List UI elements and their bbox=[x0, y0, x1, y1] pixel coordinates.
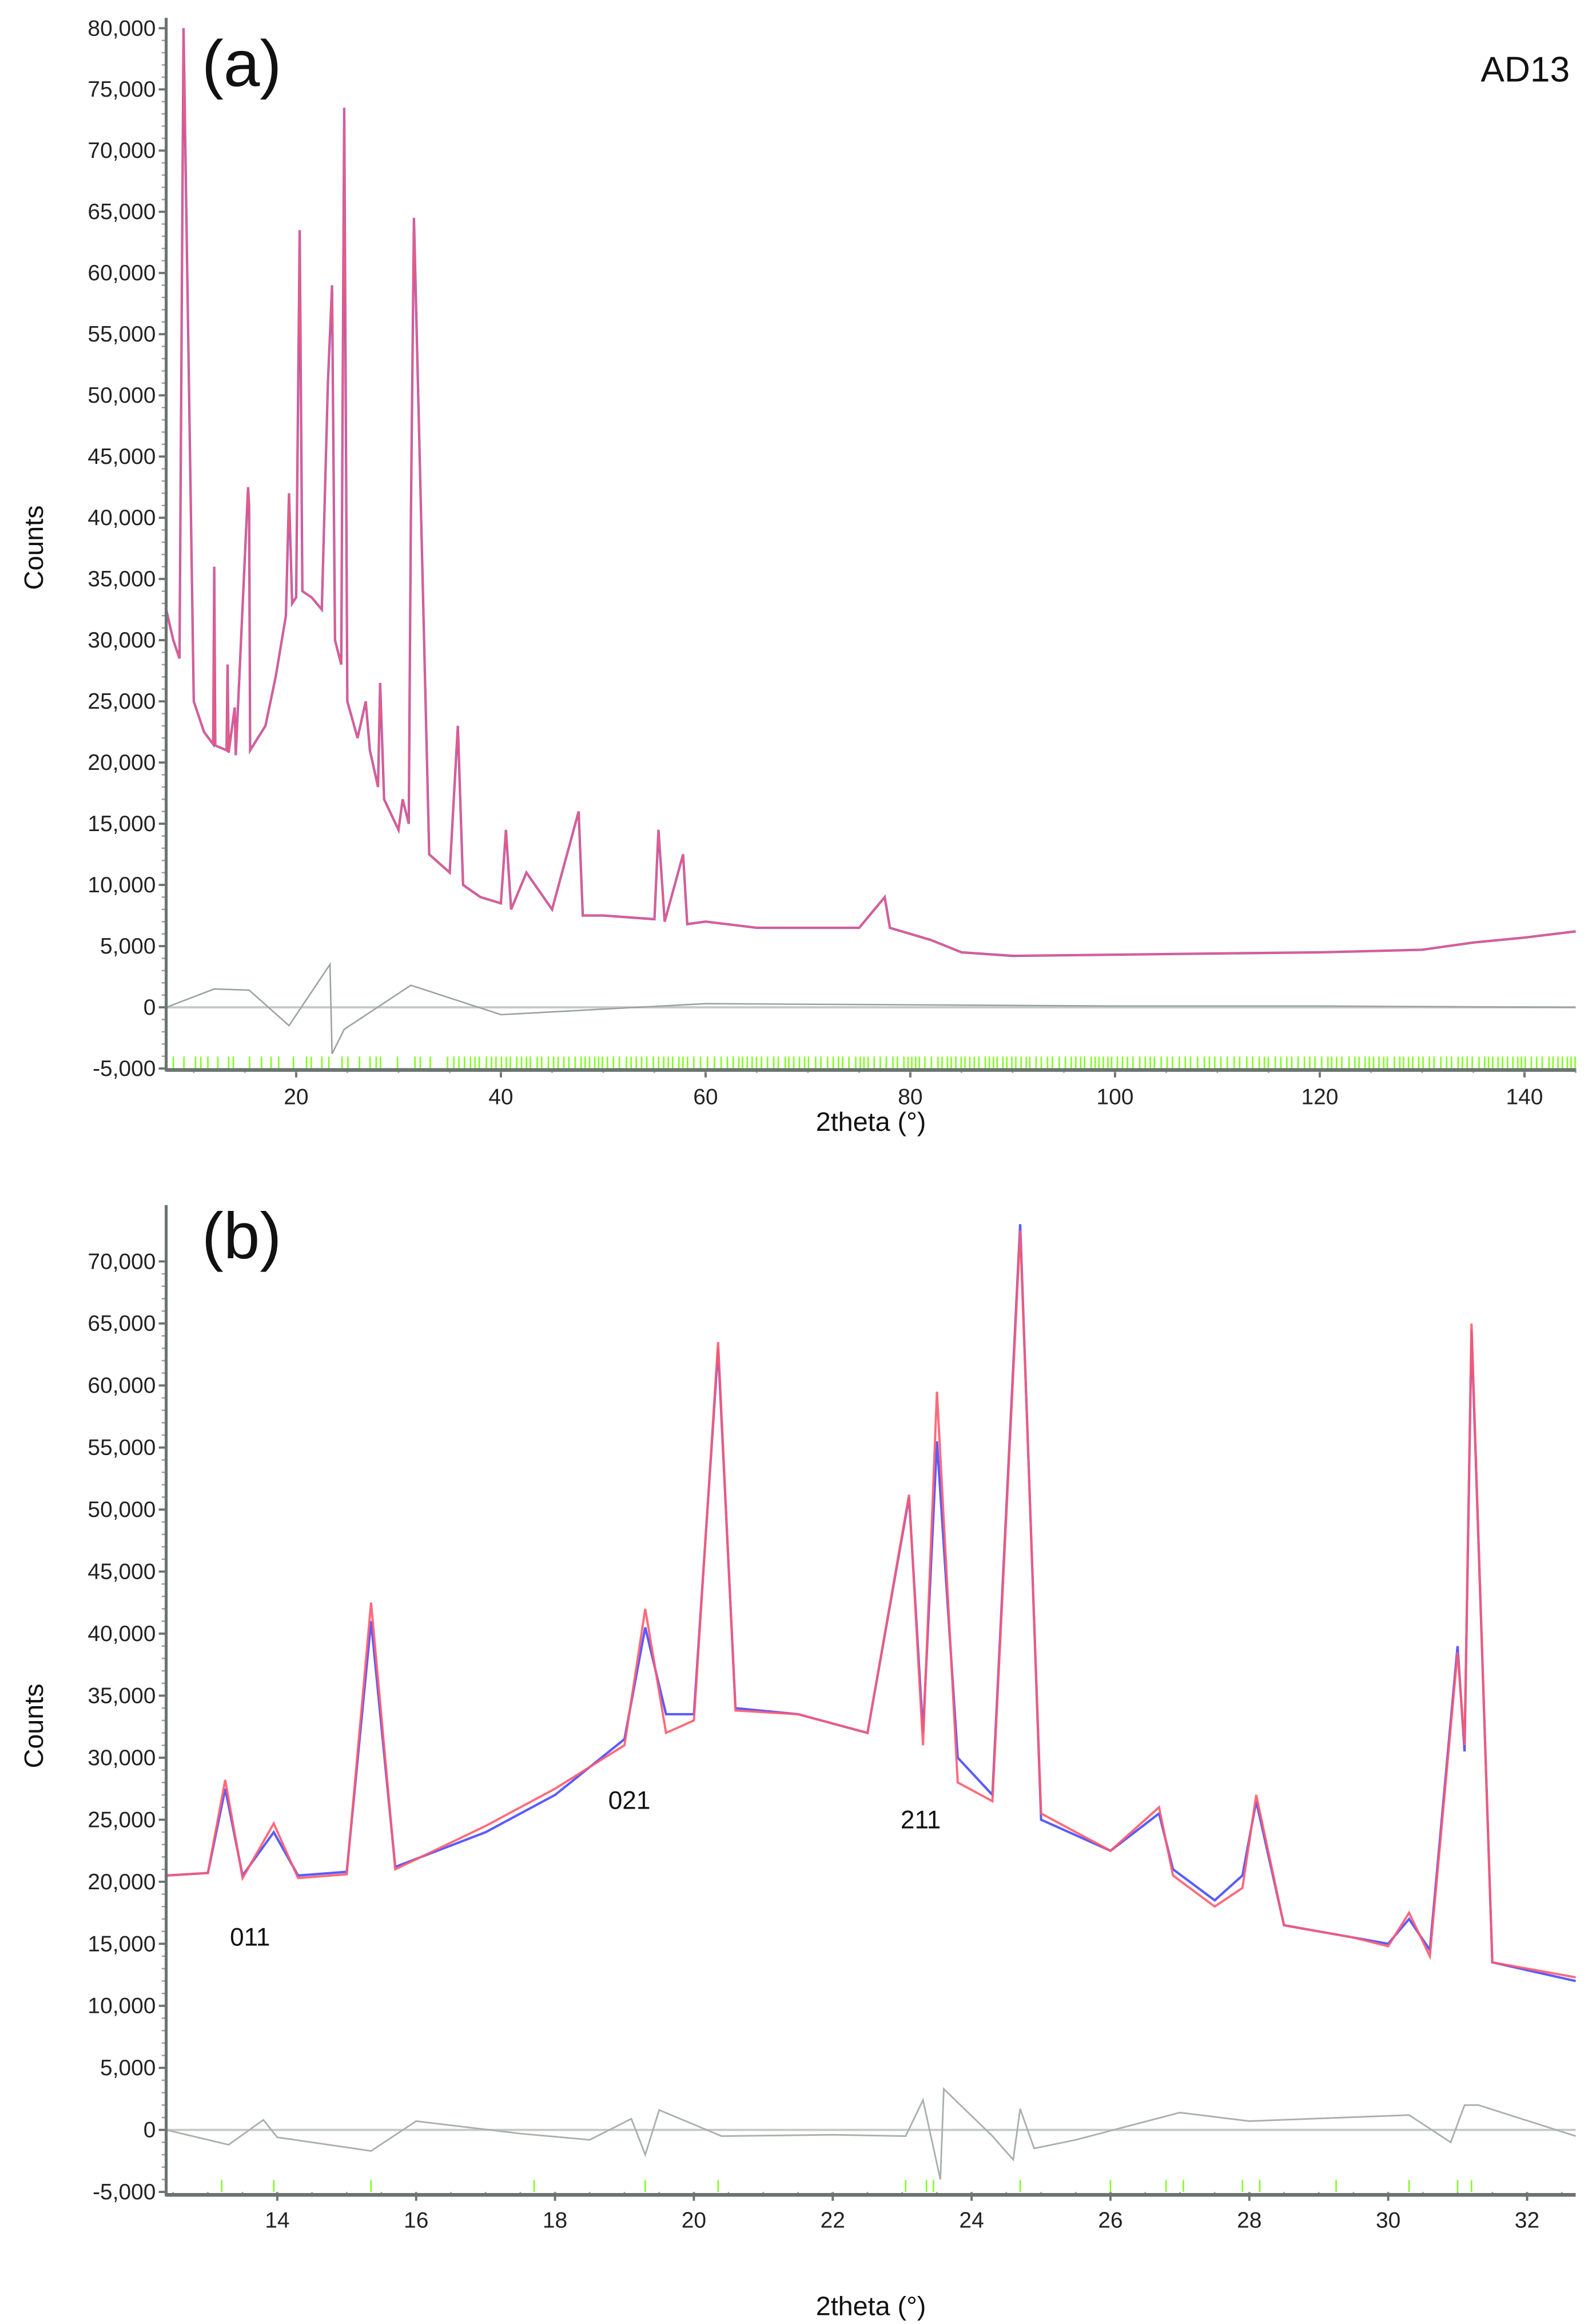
x-tick-label: 22 bbox=[821, 2208, 845, 2232]
y-tick-label: 40,000 bbox=[87, 1622, 156, 1646]
y-tick-label: 70,000 bbox=[87, 138, 156, 163]
x-axis-a: 20 40 60 80 100 120 140 bbox=[166, 1006, 1577, 1109]
hkl-label-011: 011 bbox=[230, 1923, 270, 1951]
difference-curve-a bbox=[166, 962, 1576, 1054]
y-tick-label: -5,000 bbox=[93, 1056, 156, 1081]
y-tick-label: 60,000 bbox=[87, 1373, 156, 1398]
y-tick-label: 50,000 bbox=[87, 383, 156, 408]
x-tick-label: 140 bbox=[1506, 1084, 1543, 1109]
x-tick-label: 16 bbox=[404, 2208, 428, 2232]
panel-a: (a) AD13 Counts 2theta (°) 80,000 75,000 7… bbox=[19, 16, 1577, 1137]
reflection-marks-b bbox=[221, 2180, 1472, 2192]
y-tick-label: 65,000 bbox=[87, 200, 156, 224]
x-axis-title-a: 2theta (°) bbox=[816, 1107, 926, 1137]
difference-curve-b bbox=[166, 2087, 1576, 2180]
y-tick-label: 10,000 bbox=[87, 1994, 156, 2019]
y-tick-label: 20,000 bbox=[87, 750, 156, 775]
y-tick-label: 15,000 bbox=[87, 812, 156, 836]
hkl-label-211: 211 bbox=[901, 1806, 941, 1834]
x-tick-label: 120 bbox=[1301, 1084, 1338, 1109]
calculated-curve-a bbox=[165, 28, 1576, 957]
x-tick-label: 40 bbox=[488, 1084, 513, 1109]
y-axis-title-a: Counts bbox=[19, 505, 49, 590]
y-tick-label: -5,000 bbox=[93, 2180, 156, 2204]
x-tick-label: 18 bbox=[543, 2208, 567, 2232]
y-tick-label: 65,000 bbox=[87, 1312, 156, 1336]
y-tick-label: 70,000 bbox=[87, 1249, 156, 1274]
panel-b: (b) Counts 2theta (°) 011 021 211 70,000… bbox=[19, 1200, 1576, 2321]
y-tick-label: 25,000 bbox=[87, 689, 156, 714]
y-tick-label: 55,000 bbox=[87, 322, 156, 347]
y-tick-label: 20,000 bbox=[87, 1870, 156, 1894]
y-tick-label: 75,000 bbox=[87, 77, 156, 102]
y-tick-label: 40,000 bbox=[87, 506, 156, 530]
x-tick-label: 32 bbox=[1515, 2208, 1539, 2232]
y-tick-label: 60,000 bbox=[87, 261, 156, 285]
calculated-curve-b bbox=[166, 1230, 1576, 1979]
y-tick-label: 0 bbox=[144, 2118, 156, 2143]
y-tick-label: 30,000 bbox=[87, 628, 156, 653]
x-tick-label: 60 bbox=[693, 1084, 718, 1109]
y-tick-label: 35,000 bbox=[87, 567, 156, 591]
y-tick-label: 15,000 bbox=[87, 1932, 156, 1956]
y-tick-label: 10,000 bbox=[87, 873, 156, 897]
reflection-marks-a bbox=[172, 1056, 1576, 1069]
y-tick-label: 25,000 bbox=[87, 1807, 156, 1832]
y-tick-label: 35,000 bbox=[87, 1683, 156, 1708]
x-tick-label: 20 bbox=[284, 1084, 308, 1109]
x-axis-b: 14 16 18 20 22 24 26 28 30 32 bbox=[166, 2128, 1576, 2232]
x-tick-label: 30 bbox=[1376, 2208, 1400, 2232]
y-tick-label: 45,000 bbox=[87, 444, 156, 469]
x-tick-label: 14 bbox=[265, 2208, 289, 2232]
x-tick-label: 24 bbox=[959, 2208, 984, 2232]
y-tick-label: 30,000 bbox=[87, 1746, 156, 1770]
x-tick-label: 28 bbox=[1237, 2208, 1261, 2232]
panel-b-label: (b) bbox=[202, 1200, 282, 1273]
panel-a-label: (a) bbox=[202, 27, 282, 100]
y-tick-label: 55,000 bbox=[87, 1436, 156, 1460]
x-tick-label: 20 bbox=[682, 2208, 706, 2232]
y-tick-label: 5,000 bbox=[100, 934, 156, 959]
hkl-label-021: 021 bbox=[608, 1787, 651, 1815]
x-tick-label: 100 bbox=[1096, 1084, 1133, 1109]
sample-label: AD13 bbox=[1480, 50, 1570, 90]
y-tick-label: 0 bbox=[144, 995, 156, 1020]
x-tick-label: 80 bbox=[898, 1084, 922, 1109]
y-tick-label: 80,000 bbox=[87, 16, 156, 41]
x-axis-title-b: 2theta (°) bbox=[816, 2291, 926, 2321]
y-tick-label: 50,000 bbox=[87, 1497, 156, 1522]
x-tick-label: 26 bbox=[1098, 2208, 1123, 2232]
y-tick-label: 45,000 bbox=[87, 1560, 156, 1584]
y-tick-label: 5,000 bbox=[100, 2056, 156, 2080]
y-axis-b: 70,000 65,000 60,000 55,000 50,000 45,000 40,0… bbox=[87, 1249, 166, 2204]
y-axis-title-b: Counts bbox=[19, 1683, 49, 1768]
